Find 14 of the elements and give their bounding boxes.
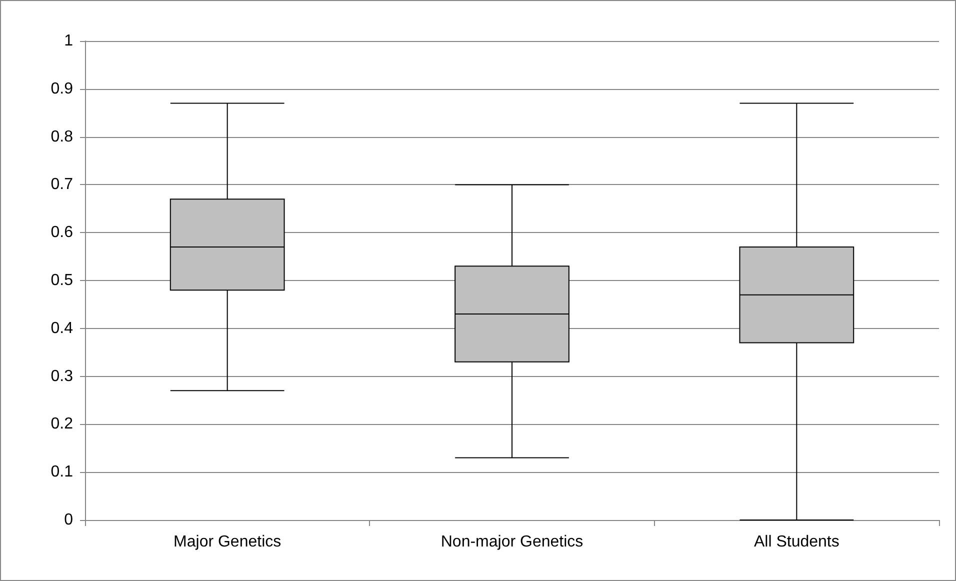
y-tick-label: 0	[64, 512, 74, 528]
y-tick-label: 0.3	[50, 368, 74, 385]
y-tick-label: 0.5	[50, 272, 74, 289]
y-tick-label: 0.8	[50, 128, 74, 146]
y-tick-label: 0.7	[50, 176, 74, 194]
y-tick-label: 0.4	[50, 320, 74, 337]
x-tick-label: Non-major Genetics	[440, 534, 584, 550]
y-tick-label: 0.9	[50, 80, 74, 98]
y-tick-label: 1	[64, 32, 74, 50]
x-tick-label: All Students	[754, 534, 840, 550]
y-tick-label: 0.1	[50, 464, 74, 481]
y-tick-label: 0.6	[50, 224, 74, 242]
y-tick-label: 0.2	[50, 416, 74, 433]
x-tick-label: Major Genetics	[174, 534, 282, 550]
